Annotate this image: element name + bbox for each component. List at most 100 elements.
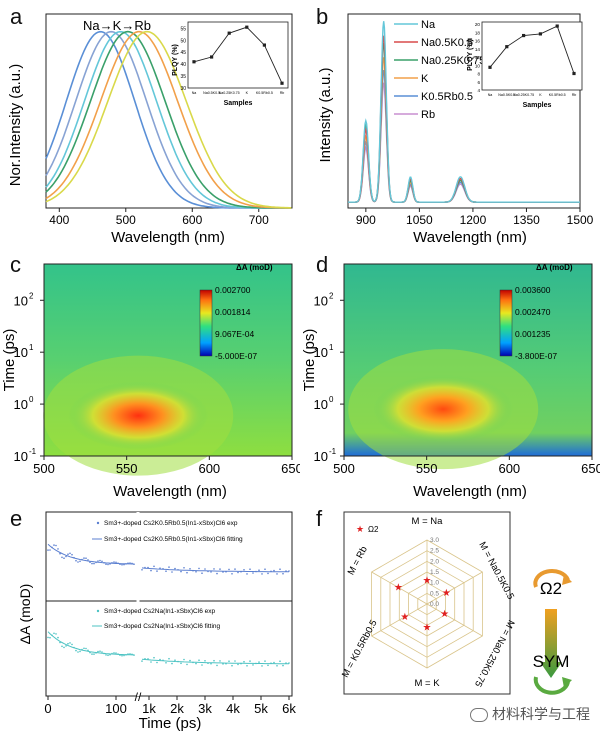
b-inset-point: [522, 33, 526, 38]
e-bottom-exp-point: [159, 658, 161, 661]
b-inset-ytick: 12: [475, 55, 481, 60]
d-xtick-label: 650: [581, 461, 600, 476]
e-top-exp-point: [249, 568, 251, 570]
e-top-exp-point: [55, 544, 57, 547]
e-top-exp-point: [261, 573, 263, 575]
f-rtick: 2.5: [430, 548, 439, 555]
e-bottom-exp-point: [47, 636, 49, 639]
e-bottom-exp-point: [273, 661, 275, 664]
e-top-exp-point: [237, 571, 239, 574]
d-plot-frame: [343, 263, 593, 457]
e-xtick-label: 5k: [254, 701, 268, 716]
e-bottom-exp-point: [276, 665, 278, 667]
e-bottom-exp-point: [153, 656, 155, 659]
a-series-Rb: [45, 30, 292, 209]
e-legend-top-1: Sm3+-doped Cs2K0.5Rb0.5(In1-xSbx)Cl6 fit…: [104, 536, 243, 543]
b-inset-ylabel: PLQY (%): [467, 39, 474, 71]
e-top-exp-point: [91, 562, 93, 565]
e-top-exp-point: [85, 557, 87, 559]
e-top-exp-point: [63, 557, 65, 559]
b-legend-label: Na: [421, 19, 436, 31]
d-ytick-label: 10: [314, 397, 328, 412]
d-ytick-exp: 0: [329, 395, 334, 404]
b-inset-ytick: 4: [477, 88, 480, 93]
b-inset-ytick: 6: [477, 80, 480, 85]
e-top-exp-point: [71, 553, 73, 556]
d-xtick-label: 500: [333, 461, 355, 476]
b-inset-xlabel: Samples: [523, 102, 552, 109]
d-colorbar: [499, 289, 513, 357]
e-bottom-exp-point: [237, 663, 239, 666]
e-bottom-exp-point: [252, 664, 254, 666]
a-inset-point: [227, 31, 231, 35]
e-top-exp-point: [97, 560, 99, 562]
d-xlabel: Wavelength (nm): [413, 483, 527, 500]
b-xtick-label: 1350: [513, 213, 540, 227]
c-colorbar: [199, 289, 213, 357]
a-inset-ytick: 50: [180, 38, 186, 44]
a-inset-point: [192, 60, 196, 64]
down-arrow-icon: [540, 609, 562, 678]
e-top-exp-point: [105, 563, 107, 565]
a-inset-ytick: 30: [180, 86, 186, 92]
e-bottom-exp-point: [171, 662, 173, 665]
e-bottom-exp-point: [77, 651, 79, 653]
e-top-exp-point: [213, 568, 215, 570]
b-inset-xtick: Na0.5K0.5: [498, 93, 515, 97]
b-legend-label: Na0.5K0.5: [421, 37, 473, 49]
a-inset-xtick: K0.5Rb0.5: [256, 91, 273, 95]
e-bottom-exp-point: [195, 662, 197, 665]
panel-label-b: b: [316, 4, 329, 29]
e-top-exp-point: [204, 568, 206, 570]
b-xtick-label: 1200: [460, 213, 487, 227]
e-top-exp-point: [201, 572, 203, 574]
f-data-star: ★: [400, 612, 409, 623]
b-xlabel: Wavelength (nm): [413, 229, 527, 246]
e-top-exp-point: [174, 567, 176, 570]
e-top-exp-point: [47, 549, 49, 551]
d-xtick-label: 550: [416, 461, 438, 476]
e-top-exp-point: [150, 569, 152, 572]
e-top-exp-point: [67, 553, 69, 555]
d-ytick-exp: 1: [329, 343, 334, 352]
c-colorbar-tick: 9.067E-04: [215, 329, 254, 339]
e-bottom-exp-point: [53, 632, 55, 635]
a-inset-ytick: 45: [180, 50, 186, 56]
b-legend-label: K0.5Rb0.5: [421, 91, 473, 103]
e-bottom-exp-point: [156, 661, 158, 664]
c-ytick-exp: 2: [29, 291, 34, 300]
a-inset-xtick: Na: [192, 91, 197, 95]
e-plot-frame: [45, 511, 293, 697]
b-inset-xtick: Rb: [572, 93, 577, 97]
e-top-exp-point: [57, 548, 59, 550]
e-top-exp-point: [113, 561, 115, 563]
e-top-exp-point: [93, 562, 95, 565]
b-inset-xtick: Na: [488, 93, 493, 97]
panel-label-c: c: [10, 252, 21, 277]
e-bottom-exp-point: [65, 645, 67, 647]
f-rtick: 2.0: [430, 558, 439, 565]
e-top-exp-point: [186, 571, 188, 574]
e-bottom-exp-point: [234, 660, 236, 662]
e-bottom-exp-point: [141, 660, 143, 662]
a-series-K: [45, 30, 292, 209]
e-bottom-exp-point: [213, 659, 215, 662]
b-xtick-label: 900: [356, 213, 376, 227]
f-radar-spoke: [371, 603, 428, 637]
b-inset-point: [555, 24, 559, 28]
b-inset-line: [489, 25, 575, 74]
e-top-exp-point: [75, 559, 77, 562]
e-bottom-exp-point: [75, 649, 77, 652]
a-inset-point: [245, 25, 249, 29]
d-colorbar-tick: 0.001235: [515, 329, 551, 339]
e-top-exp-point: [228, 568, 230, 571]
e-bottom-exp-point: [246, 665, 248, 667]
e-bottom-exp-point: [97, 650, 99, 653]
e-bottom-exp-point: [49, 636, 51, 639]
e-bottom-exp-point: [231, 664, 233, 667]
e-top-exp-point: [83, 557, 85, 559]
f-rtick: 3.0: [430, 537, 439, 544]
d-ytick-exp: -1: [329, 447, 337, 456]
f-data-star: ★: [442, 588, 451, 599]
f-rtick: 1.5: [430, 569, 439, 576]
